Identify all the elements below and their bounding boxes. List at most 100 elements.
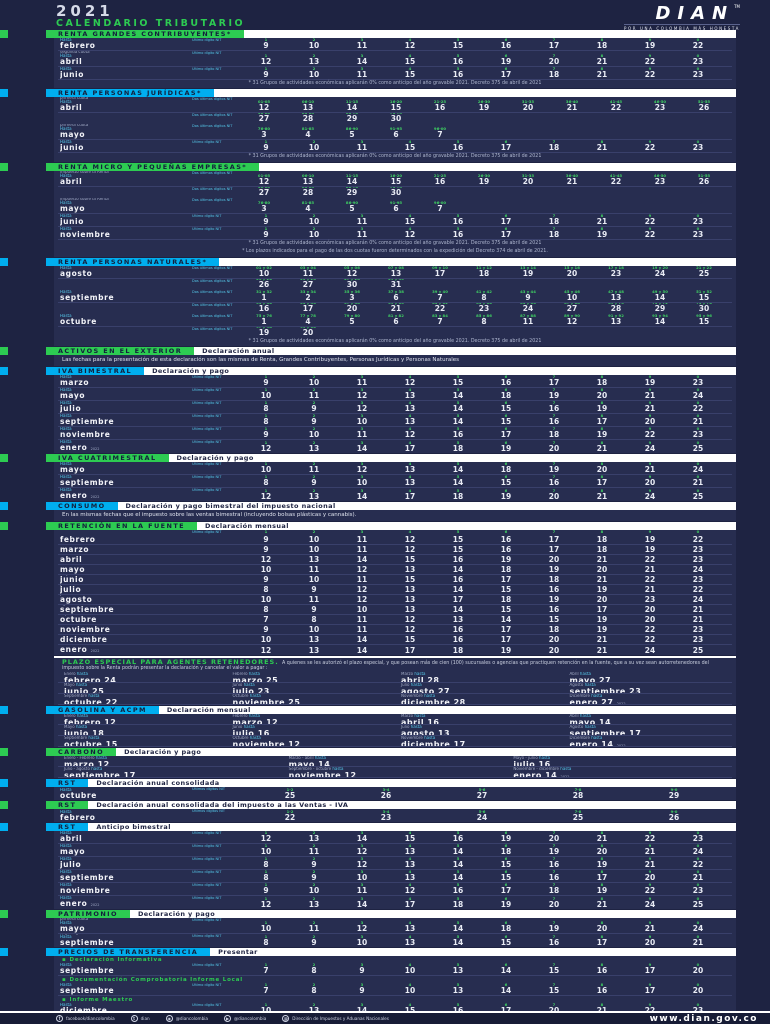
date-value: 23 — [380, 813, 392, 823]
date-value: 13 — [302, 176, 314, 186]
digit-header: 73 y 74 — [682, 303, 726, 305]
date-value: 22 — [692, 41, 704, 50]
section-header-band: RST Declaración anual consolidada — [0, 779, 736, 788]
date-value: 10 — [308, 535, 320, 545]
date-value: 16 — [548, 585, 560, 595]
date-cell: 11 — [338, 576, 386, 584]
date-value: 21 — [644, 860, 656, 870]
date-value: 16 — [452, 575, 464, 585]
date-cell: 26-30 19 — [462, 100, 506, 112]
date-item-value: julio 16 — [232, 728, 270, 737]
date-value: 12 — [356, 404, 368, 414]
digit-header: 83 y 84 — [432, 313, 448, 318]
section-subtitle: Declaración y pago — [116, 748, 736, 757]
month-label: agosto — [60, 595, 93, 605]
month-column: Hasta septiembre — [60, 963, 192, 975]
social-item[interactable]: ▶ @diancolombia — [223, 1015, 266, 1022]
section-body: Último dígito NIT1234567890Enero hastafe… — [54, 530, 736, 656]
date-value: 22 — [644, 555, 656, 565]
hasta-label: hasta — [314, 756, 326, 761]
date-value: 23 — [692, 886, 704, 896]
section-body: Pago primera cuotaHastafebreroÚltimo díg… — [54, 38, 736, 89]
date-value: 10 — [308, 378, 320, 388]
row-label: Agosto hasta — [60, 605, 192, 606]
date-value: 21 — [596, 143, 608, 153]
date-cell: 3-4 23 — [338, 810, 434, 822]
digit-header: 9-0 — [670, 809, 678, 815]
month-column: Pago segunda cuotaHastajunio — [60, 140, 192, 152]
calendar-row: Bimestre mar-abrHastamayoÚltimo dígito N… — [58, 388, 732, 402]
date-cell: 22 — [674, 536, 722, 544]
date-value: 24 — [654, 268, 666, 278]
date-cell: 0 23 — [674, 883, 722, 895]
digit-header: 86-90 — [345, 199, 359, 205]
section-header-band: RENTA MICRO Y PEQUEÑAS EMPRESAS* — [0, 162, 736, 171]
date-cell: 9 — [242, 626, 290, 634]
date-cells: 1 10 2 11 3 12 4 13 5 14 6 18 7 19 8 20 9 21 0 24 — [242, 921, 722, 933]
date-value: 19 — [258, 327, 270, 337]
month-label: noviembre — [60, 886, 111, 896]
month-column: Cuatrimestre sep-dicHastaenero 2022 — [60, 488, 192, 501]
date-cell: 16 — [482, 536, 530, 544]
date-cell: 19 — [482, 647, 530, 655]
web-icon: @ — [282, 1015, 290, 1022]
section-header-band: PRECIOS DE TRANSFERENCIA Presentar — [0, 948, 736, 957]
social-item[interactable]: @ Dirección de Impuestos y Aduanas Nacion… — [282, 1015, 389, 1022]
date-cell: 97 y 9819 — [242, 327, 286, 337]
date-cell: 10 — [290, 546, 338, 554]
date-item-value: febrero 12 — [64, 717, 117, 726]
date-item-label: Febrero hasta — [232, 714, 260, 719]
hasta-label: hasta — [539, 756, 551, 761]
digit-header: 1 — [264, 530, 268, 535]
date-cell: 5 14 — [434, 870, 482, 882]
date-cell: 7 15 — [530, 963, 578, 975]
digit-header: 21 y 22 — [696, 265, 712, 270]
date-cells: 1 12 2 13 3 14 4 17 5 18 6 19 7 20 8 21 9 24 0 25 — [242, 441, 722, 453]
calendar-row: Bimestre ene-febHastaabrilÚltimo dígito … — [58, 831, 732, 845]
calendar-row: Hasta octubre Dos últimos dígitos NIT 75 y … — [58, 314, 732, 327]
month-column: Pago segunda cuotaHastaseptiembre — [60, 934, 192, 947]
date-cell: 18 — [578, 536, 626, 544]
social-item[interactable]: f facebook/diancolombia — [56, 1015, 115, 1022]
date-value: 24 — [644, 492, 656, 502]
date-cell: 13 — [290, 636, 338, 644]
date-value: 12 — [260, 57, 272, 66]
date-cell: 71 y 7229 — [638, 303, 682, 313]
section-body: Bimestre ene-febHastaabrilÚltimo dígito … — [54, 831, 736, 910]
section-gasolina-y-acpm: GASOLINA Y ACPM Declaración mensual Enero … — [0, 706, 770, 748]
date-value: 10 — [260, 635, 272, 645]
date-cell: 17 — [530, 546, 578, 554]
date-cell: 1 10 — [242, 388, 290, 400]
digit-header: 4 — [408, 414, 412, 419]
section-activos-en-el-exterior: ACTIVOS EN EL EXTERIOR Declaración anual L… — [0, 347, 770, 367]
date-value: 14 — [654, 316, 666, 326]
date-cell: 9 — [626, 530, 674, 534]
date-cell: 33 y 34 2 — [286, 290, 330, 302]
date-value: 17 — [404, 900, 416, 910]
date-value: 17 — [500, 886, 512, 896]
calendar-row: Hasta agosto Dos últimos dígitos NIT 01 y 0… — [58, 266, 732, 279]
date-value: 24 — [692, 924, 704, 934]
date-value: 14 — [452, 605, 464, 615]
date-value: 24 — [644, 646, 656, 656]
section-header-band: RENTA PERSONAS JURÍDICAS* — [0, 89, 736, 98]
section-body: PLAZO ESPECIAL PARA AGENTES RETENEDORES.… — [54, 656, 736, 706]
digit-column-label: Último dígito NIT — [192, 883, 222, 888]
date-item-value: junio 25 — [64, 686, 105, 695]
date-value: 1 — [261, 292, 267, 302]
month-label: agosto — [60, 268, 93, 278]
date-item-value: octubre 22 — [64, 697, 118, 706]
date-value: 16 — [548, 938, 560, 948]
date-item-value: septiembre 23 — [569, 686, 642, 695]
section-body: Enero hasta febrero 12 Febrero hasta marzo … — [54, 714, 736, 748]
date-cell: 24 — [674, 596, 722, 604]
footnote: * 31 Grupos de actividades económicas ap… — [248, 81, 542, 86]
social-item[interactable]: ◉ @diancolombia — [165, 1015, 208, 1022]
website-link[interactable]: www.dian.gov.co — [649, 1013, 758, 1024]
date-cells: 1 8 2 9 3 10 4 13 5 14 6 15 7 16 8 17 9 20 0 21 — [242, 870, 722, 882]
social-item[interactable]: t dian — [130, 1015, 150, 1022]
section-text: Las fechas para la presentación de esta … — [62, 357, 459, 364]
section-text: En las mismas fechas que el impuesto sob… — [62, 512, 357, 519]
